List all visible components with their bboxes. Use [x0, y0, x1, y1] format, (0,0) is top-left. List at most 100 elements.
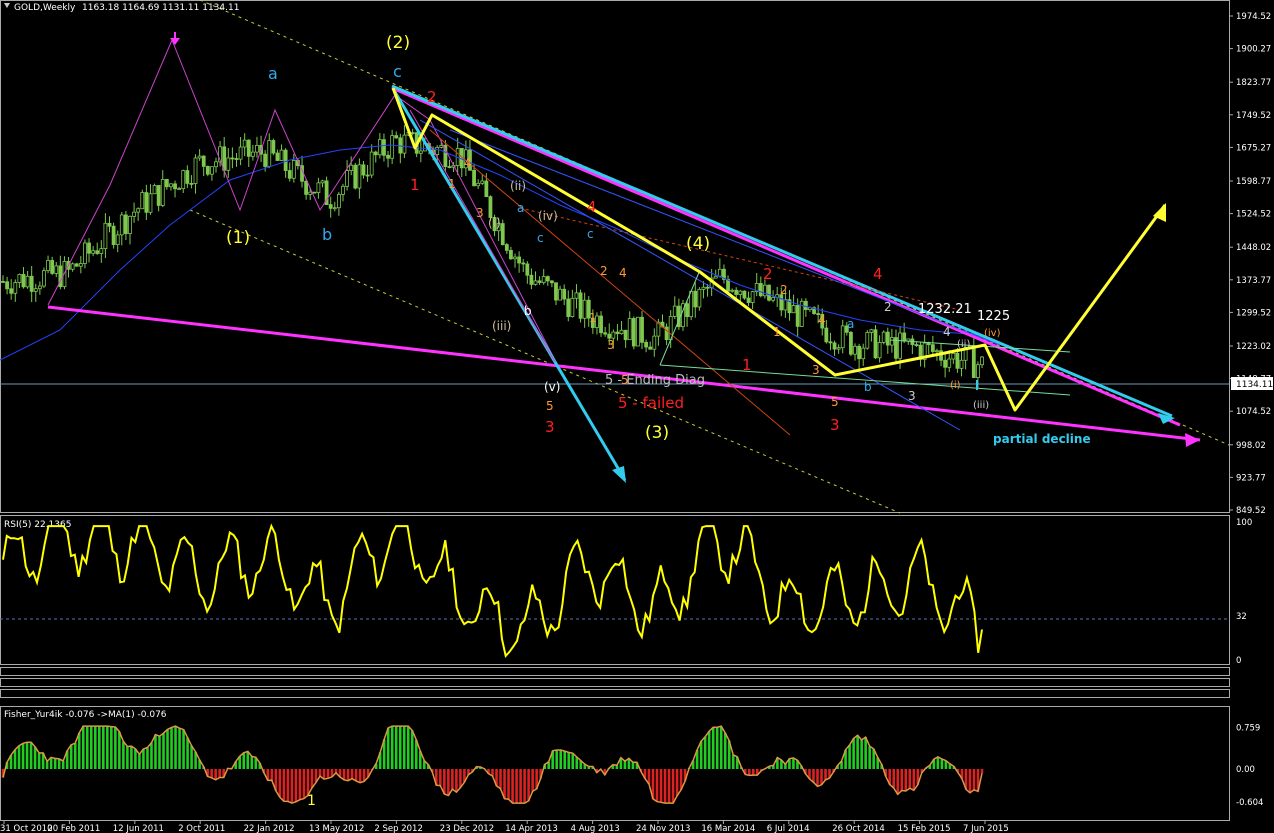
candle-body: [336, 194, 341, 209]
magenta-zigzag: [47, 38, 556, 361]
minor-5-a: 5: [546, 399, 554, 413]
candle-body: [1, 281, 5, 283]
candle-body: [70, 263, 75, 270]
minor-5-c: 5: [831, 395, 839, 409]
price-tick-label: 1074.52: [1236, 407, 1271, 417]
fisher-ma-line: [2, 725, 983, 804]
date-tick-label: 23 Dec 2012: [440, 824, 494, 833]
dropdown-icon[interactable]: [4, 3, 10, 8]
candle-body: [291, 160, 296, 179]
red-3-right: 3: [830, 416, 840, 434]
candle-body: [599, 315, 603, 334]
price-tick-label: 998.02: [1236, 441, 1266, 451]
candle-body: [689, 290, 694, 318]
candle-body: [726, 279, 730, 292]
candle-body: [255, 145, 259, 153]
minor-c-2: c: [587, 227, 594, 241]
date-tick-label: 22 Jan 2012: [244, 824, 295, 833]
candle-body: [250, 151, 255, 157]
candle-body: [627, 318, 632, 341]
candle-body: [623, 329, 628, 341]
candle-body: [312, 191, 317, 194]
minor-i-2: (i): [950, 380, 961, 391]
candle-body: [857, 345, 862, 360]
price-panel-frame: [0, 0, 1230, 513]
candle-body: [332, 207, 337, 210]
candle-body: [156, 185, 161, 206]
candle-body: [369, 151, 374, 176]
candle-body: [537, 280, 542, 283]
candle-body: [877, 341, 882, 359]
candle-body: [316, 182, 321, 194]
candle-body: [959, 359, 964, 369]
candle-body: [750, 291, 755, 303]
candle-body: [504, 244, 509, 251]
candle-body: [283, 149, 288, 171]
candle-body: [980, 356, 984, 366]
candle-body: [701, 286, 706, 290]
minor-i: (i): [488, 216, 501, 230]
candle-body: [853, 345, 857, 355]
candle-body: [914, 344, 919, 346]
candle-body: [812, 307, 816, 314]
candle-body: [930, 344, 935, 352]
candle-body: [357, 164, 362, 189]
candle-body: [840, 325, 845, 349]
candle-body: [21, 274, 26, 288]
candle-body: [402, 134, 407, 154]
label-1232: 1232.21: [918, 302, 972, 317]
candle-body: [791, 305, 796, 314]
candle-body: [160, 179, 165, 206]
minor-b-2: b: [864, 380, 872, 394]
minor-4-c: 4: [818, 313, 826, 327]
price-tick-label: 1598.77: [1236, 177, 1271, 187]
candle-body: [595, 315, 599, 328]
candle-body: [685, 303, 689, 318]
candle-body: [935, 350, 939, 353]
ending-diag-label: 5 - Ending Diag: [605, 373, 705, 388]
candle-body: [570, 297, 575, 317]
candle-body: [742, 290, 747, 299]
symbol-label: GOLD,Weekly: [14, 3, 76, 13]
red-4-mid: 4: [587, 198, 597, 216]
candle-body: [33, 288, 38, 292]
empty-panel-3: [0, 689, 1230, 698]
failed-label: 5 - failed: [618, 394, 684, 412]
candle-body: [37, 285, 42, 290]
date-tick-label: 7 Jun 2015: [963, 824, 1009, 833]
candle-body: [648, 346, 653, 350]
candle-body: [894, 337, 898, 359]
minor-1-c: 1: [773, 325, 781, 339]
price-tick-label: 1448.02: [1236, 243, 1271, 253]
fisher-tick-label: -0.604: [1236, 798, 1263, 808]
candle-body: [762, 284, 767, 297]
candle-body: [652, 335, 657, 350]
candle-body: [443, 145, 448, 167]
magenta-top-arrowhead: [170, 38, 180, 45]
candle-body: [447, 166, 452, 168]
candle-body: [554, 282, 558, 301]
candle-body: [394, 135, 399, 139]
candle-body: [308, 191, 313, 195]
minor-4-d: 4: [943, 325, 951, 339]
candle-body: [738, 290, 743, 295]
candle-body: [836, 347, 841, 350]
candle-body: [123, 214, 128, 234]
candle-body: [152, 185, 157, 195]
candle-body: [83, 242, 87, 264]
minor-2-c: 2: [780, 283, 788, 297]
candle-body: [418, 150, 423, 154]
date-tick-label: 2 Oct 2011: [178, 824, 225, 833]
wave-4-major: (4): [686, 234, 710, 254]
candle-body: [640, 316, 644, 343]
candle-body: [545, 276, 550, 282]
candle-body: [78, 263, 83, 267]
wave-1-major: (1): [226, 228, 250, 248]
candle-body: [926, 342, 931, 346]
candle-body: [525, 263, 530, 276]
candle-body: [58, 265, 63, 288]
candle-body: [349, 164, 354, 172]
candle-body: [246, 139, 251, 157]
candle-body: [947, 358, 952, 368]
